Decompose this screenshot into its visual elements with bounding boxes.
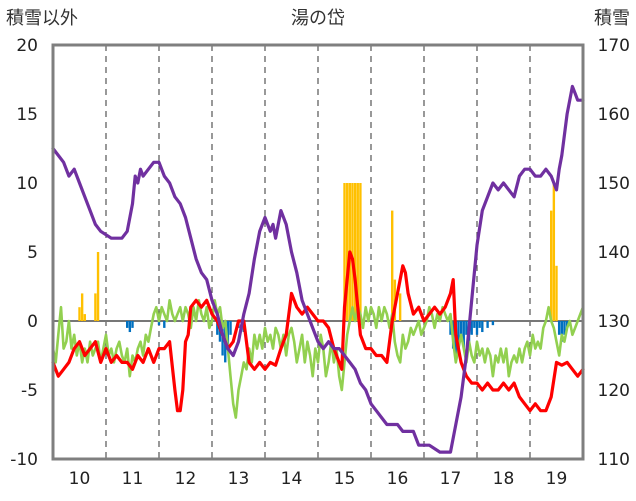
bar	[475, 321, 479, 335]
bar	[157, 321, 161, 326]
series-line	[51, 299, 585, 419]
x-tick-label: 14	[281, 469, 303, 489]
bar	[128, 321, 132, 333]
left-axis-label: 積雪以外	[6, 8, 78, 29]
bar	[131, 321, 134, 328]
x-tick-label: 19	[546, 469, 568, 489]
line-series	[51, 84, 585, 454]
right-tick-label: 110	[598, 450, 630, 470]
plot-frame	[51, 43, 585, 461]
bar	[557, 321, 561, 335]
right-tick-label: 130	[598, 312, 630, 332]
x-tick-label: 13	[228, 469, 250, 489]
bar	[563, 321, 566, 335]
bar	[486, 321, 489, 328]
bar	[462, 321, 465, 349]
bar	[550, 210, 553, 321]
bar	[345, 183, 349, 321]
bar	[78, 307, 81, 321]
bar	[391, 210, 394, 321]
series-line	[51, 250, 585, 413]
bar	[481, 321, 484, 333]
right-tick-label: 140	[598, 243, 630, 263]
bar	[552, 183, 556, 321]
bar	[449, 321, 452, 335]
bar	[163, 321, 166, 328]
tick-labels: 20 15 10 5 0 -5 -10 170 160 150 140 130 120 110 10 11 12…	[10, 36, 630, 489]
right-tick-label: 120	[598, 381, 630, 401]
bar	[353, 183, 357, 321]
bar	[80, 293, 84, 321]
bar	[459, 321, 463, 342]
bar	[555, 265, 558, 321]
left-tick-label: 0	[27, 312, 38, 332]
bar	[229, 321, 232, 335]
bar	[83, 314, 86, 321]
x-tick-label: 15	[334, 469, 356, 489]
bar	[343, 183, 346, 321]
left-tick-label: 15	[16, 105, 38, 125]
bar	[359, 183, 362, 321]
bar	[216, 321, 219, 335]
bar	[457, 321, 460, 349]
x-tick-label: 11	[122, 469, 144, 489]
left-tick-label: 20	[16, 36, 38, 56]
bar	[356, 183, 359, 321]
series-line	[51, 84, 585, 454]
right-tick-label: 150	[598, 174, 630, 194]
bar	[351, 183, 354, 321]
right-tick-label: 170	[598, 36, 630, 56]
x-tick-label: 10	[69, 469, 91, 489]
chart-title: 湯の岱	[291, 8, 345, 29]
grid-lines	[52, 45, 583, 459]
bar	[398, 293, 402, 321]
left-tick-label: 5	[27, 243, 38, 263]
bar	[96, 252, 100, 321]
right-axis-label: 積雪	[594, 8, 630, 29]
left-tick-label: -10	[10, 450, 38, 470]
bar	[465, 321, 468, 335]
bar	[94, 293, 97, 321]
bar	[470, 321, 473, 335]
bar	[126, 321, 129, 328]
left-tick-label: -5	[21, 381, 38, 401]
bar	[560, 321, 563, 342]
x-tick-label: 16	[387, 469, 409, 489]
bar	[478, 321, 481, 328]
x-tick-label: 18	[493, 469, 515, 489]
right-tick-label: 160	[598, 105, 630, 125]
x-tick-label: 12	[175, 469, 197, 489]
bar	[491, 321, 495, 326]
left-tick-label: 10	[16, 174, 38, 194]
x-tick-label: 17	[440, 469, 462, 489]
bar-series	[78, 183, 569, 363]
bar	[473, 321, 476, 328]
